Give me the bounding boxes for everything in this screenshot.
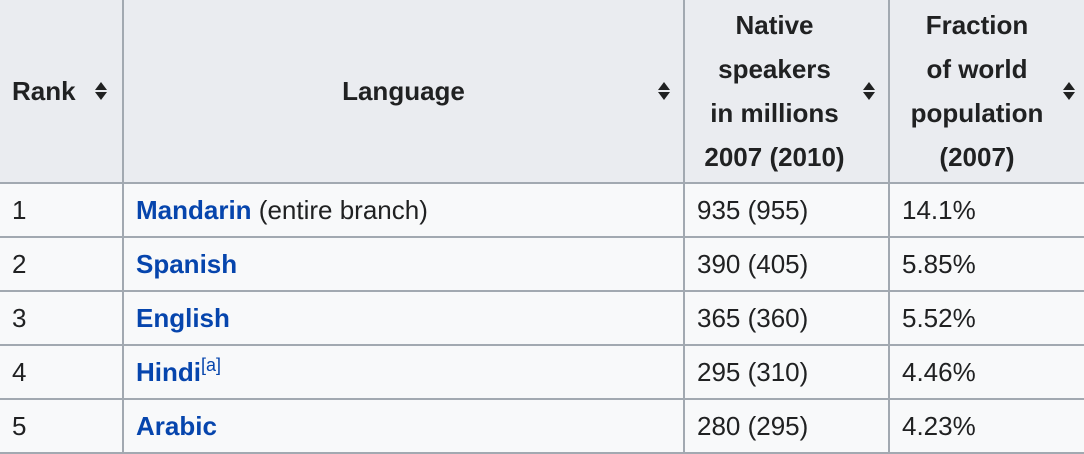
language-cell: Spanish <box>122 236 685 292</box>
language-link[interactable]: Spanish <box>136 249 238 279</box>
sort-icon[interactable] <box>1062 81 1076 101</box>
speakers-cell: 365 (360) <box>683 290 890 346</box>
sort-icon[interactable] <box>657 81 671 101</box>
sort-icon[interactable] <box>862 81 876 101</box>
language-link[interactable]: Mandarin <box>136 195 252 225</box>
language-cell: English <box>122 290 685 346</box>
sort-icon[interactable] <box>94 81 108 101</box>
rank-cell: 3 <box>0 290 124 346</box>
language-link[interactable]: Arabic <box>136 411 217 441</box>
speakers-cell: 935 (955) <box>683 182 890 238</box>
header-row: Rank Language Native speakers in millions 2… <box>0 0 1084 184</box>
speakers-cell: 295 (310) <box>683 344 890 400</box>
table-row: 4 Hindi[a] 295 (310) 4.46% <box>0 344 1084 400</box>
fraction-cell: 5.85% <box>888 236 1084 292</box>
rank-cell: 4 <box>0 344 124 400</box>
footnote-link[interactable]: [a] <box>201 355 222 375</box>
table-row: 1 Mandarin (entire branch) 935 (955) 14.… <box>0 182 1084 238</box>
fraction-cell: 5.52% <box>888 290 1084 346</box>
header-label: Fraction of world population (2007) <box>910 10 1044 172</box>
rank-cell: 1 <box>0 182 124 238</box>
rank-cell: 2 <box>0 236 124 292</box>
fraction-cell: 4.46% <box>888 344 1084 400</box>
speakers-cell: 390 (405) <box>683 236 890 292</box>
header-label: Rank <box>12 76 76 106</box>
table-row: 2 Spanish 390 (405) 5.85% <box>0 236 1084 292</box>
table-row: 5 Arabic 280 (295) 4.23% <box>0 398 1084 454</box>
header-rank[interactable]: Rank <box>0 0 124 184</box>
header-fraction[interactable]: Fraction of world population (2007) <box>888 0 1084 184</box>
header-label: Native speakers in millions 2007 (2010) <box>704 10 845 172</box>
language-cell: Mandarin (entire branch) <box>122 182 685 238</box>
speakers-cell: 280 (295) <box>683 398 890 454</box>
language-cell: Arabic <box>122 398 685 454</box>
language-link[interactable]: Hindi <box>136 357 201 387</box>
language-cell: Hindi[a] <box>122 344 685 400</box>
fraction-cell: 4.23% <box>888 398 1084 454</box>
header-label: Language <box>342 76 465 106</box>
language-link[interactable]: English <box>136 303 230 333</box>
language-note: (entire branch) <box>251 195 428 225</box>
header-native-speakers[interactable]: Native speakers in millions 2007 (2010) <box>683 0 890 184</box>
rank-cell: 5 <box>0 398 124 454</box>
fraction-cell: 14.1% <box>888 182 1084 238</box>
header-language[interactable]: Language <box>122 0 685 184</box>
table-row: 3 English 365 (360) 5.52% <box>0 290 1084 346</box>
